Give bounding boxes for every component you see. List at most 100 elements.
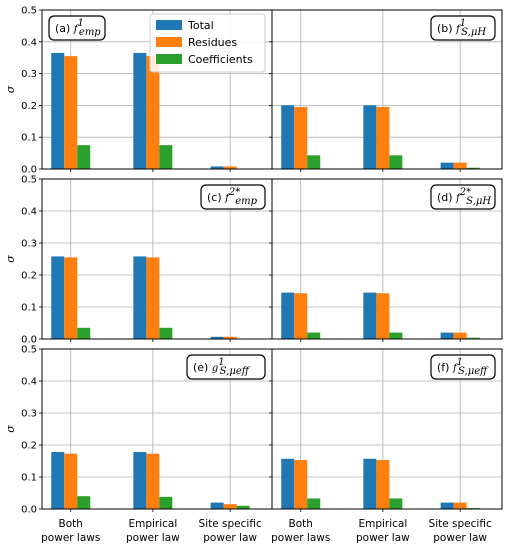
bar-total-2 xyxy=(210,336,224,339)
bar-total-2 xyxy=(210,166,224,169)
bar-residues-0 xyxy=(64,453,78,509)
legend-swatch-residues xyxy=(156,37,182,47)
bar-residues-0 xyxy=(294,106,308,169)
x-category-label: power law xyxy=(203,532,257,544)
bar-total-1 xyxy=(363,458,377,509)
panel-label-sub: emp xyxy=(79,27,101,38)
panel-label-box xyxy=(430,15,496,41)
panel-label-func: f xyxy=(452,363,459,374)
bar-coefficients-0 xyxy=(307,155,321,169)
bar-total-1 xyxy=(363,105,377,169)
bar-residues-0 xyxy=(294,293,308,339)
bar-total-1 xyxy=(133,452,147,509)
panel-label-sub: S,μeff xyxy=(458,366,489,377)
y-tick-label: 0.3 xyxy=(21,239,37,250)
panel-d: (d) f2* S,μH xyxy=(269,178,503,342)
bar-total-0 xyxy=(281,458,295,509)
bar-total-2 xyxy=(440,162,454,169)
y-tick-label: 0.1 xyxy=(21,303,37,314)
y-tick-label: 0.3 xyxy=(21,69,37,80)
bar-coefficients-0 xyxy=(77,496,91,509)
y-tick-label: 0.4 xyxy=(21,37,37,48)
panel-label-sub: S,μH xyxy=(466,196,491,207)
bar-residues-2 xyxy=(453,332,467,339)
bar-coefficients-2 xyxy=(466,337,480,339)
panel-label-func: f xyxy=(224,193,231,204)
x-category-label: power law xyxy=(126,532,180,544)
bar-total-0 xyxy=(51,256,65,339)
panel-label-box xyxy=(48,15,106,41)
y-tick-label: 0.4 xyxy=(21,377,37,388)
bar-residues-1 xyxy=(376,293,390,339)
panel-a: 0.00.10.20.30.40.5σ(a) f1 emp xyxy=(4,6,273,176)
bar-coefficients-2 xyxy=(236,505,250,509)
bar-residues-2 xyxy=(453,502,467,509)
panel-label-func: f xyxy=(455,193,462,204)
y-tick-label: 0.0 xyxy=(21,335,37,346)
x-category-label: Empirical xyxy=(128,518,177,530)
x-category-label: Site specific xyxy=(199,518,262,530)
bar-coefficients-2 xyxy=(466,167,480,169)
legend-swatch-coefficients xyxy=(156,54,182,64)
bar-residues-2 xyxy=(453,162,467,169)
x-category-label: Both xyxy=(289,518,313,530)
panel-label-box xyxy=(200,184,266,210)
panel-label-box xyxy=(430,354,496,380)
bar-total-2 xyxy=(440,502,454,509)
y-tick-label: 0.2 xyxy=(21,441,37,452)
x-category-label: Empirical xyxy=(358,518,407,530)
x-category-label: power laws xyxy=(271,532,330,544)
panel-label-func: g xyxy=(212,363,218,374)
bar-total-2 xyxy=(440,332,454,339)
bar-residues-0 xyxy=(64,257,78,339)
bar-coefficients-1 xyxy=(389,155,403,169)
x-category-label: power law xyxy=(433,532,487,544)
bar-residues-1 xyxy=(146,257,160,339)
panel-frame xyxy=(271,9,503,170)
bar-coefficients-0 xyxy=(307,498,321,509)
legend-label-total: Total xyxy=(187,19,214,32)
panel-label-box xyxy=(430,184,496,210)
bar-coefficients-0 xyxy=(77,327,91,339)
panel-label-sub: S,μeff xyxy=(220,366,251,377)
bar-coefficients-1 xyxy=(159,145,173,169)
bar-residues-0 xyxy=(294,460,308,509)
bar-coefficients-1 xyxy=(389,332,403,339)
y-tick-label: 0.0 xyxy=(21,165,37,176)
bar-total-2 xyxy=(210,502,224,509)
bar-total-1 xyxy=(363,292,377,339)
legend-label-coefficients: Coefficients xyxy=(188,53,253,66)
y-tick-label: 0.5 xyxy=(21,6,37,17)
y-tick-label: 0.3 xyxy=(21,409,37,420)
y-tick-label: 0.1 xyxy=(21,133,37,144)
bar-coefficients-0 xyxy=(77,145,91,169)
y-tick-label: 0.4 xyxy=(21,207,37,218)
y-tick-label: 0.1 xyxy=(21,473,37,484)
x-category-label: power law xyxy=(356,532,410,544)
bar-residues-2 xyxy=(223,166,237,169)
bar-residues-0 xyxy=(64,56,78,169)
y-axis-label: σ xyxy=(4,255,17,263)
panel-label-sup: 2* xyxy=(459,187,471,198)
panel-label-sup: 2* xyxy=(228,187,240,198)
bar-residues-1 xyxy=(376,460,390,509)
x-category-label: power laws xyxy=(41,532,100,544)
x-category-label: Site specific xyxy=(429,518,492,530)
legend-label-residues: Residues xyxy=(188,36,237,49)
panel-frame xyxy=(271,348,503,510)
bar-residues-2 xyxy=(223,336,237,339)
panel-c: 0.00.10.20.30.40.5σ(c) f2* emp xyxy=(4,175,273,346)
bar-total-1 xyxy=(133,52,147,169)
bar-coefficients-1 xyxy=(159,327,173,339)
panel-label-func: f xyxy=(73,24,80,35)
y-axis-label: σ xyxy=(4,85,17,93)
bar-coefficients-1 xyxy=(159,496,173,509)
panel-label-sup: 1 xyxy=(218,357,224,368)
y-tick-label: 0.2 xyxy=(21,101,37,112)
legend: Total Residues Coefficients xyxy=(149,13,266,73)
bar-residues-1 xyxy=(146,453,160,509)
bar-residues-1 xyxy=(146,56,160,169)
y-axis-label: σ xyxy=(4,425,17,433)
panel-label-sup: 1 xyxy=(457,357,463,368)
